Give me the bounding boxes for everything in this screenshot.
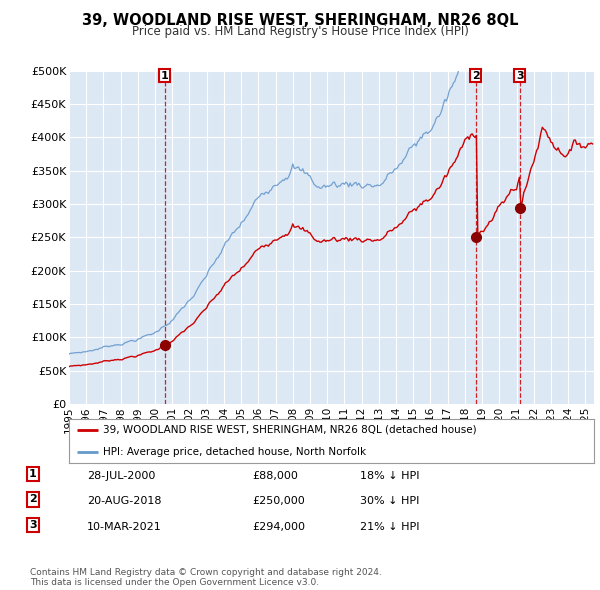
Text: 3: 3: [516, 71, 524, 81]
Text: 30% ↓ HPI: 30% ↓ HPI: [360, 496, 419, 506]
Text: Price paid vs. HM Land Registry's House Price Index (HPI): Price paid vs. HM Land Registry's House …: [131, 25, 469, 38]
Text: 2: 2: [472, 71, 480, 81]
Text: 21% ↓ HPI: 21% ↓ HPI: [360, 522, 419, 532]
Text: £250,000: £250,000: [252, 496, 305, 506]
Text: 3: 3: [29, 520, 37, 530]
Text: 39, WOODLAND RISE WEST, SHERINGHAM, NR26 8QL (detached house): 39, WOODLAND RISE WEST, SHERINGHAM, NR26…: [103, 425, 477, 435]
Text: £294,000: £294,000: [252, 522, 305, 532]
Text: 39, WOODLAND RISE WEST, SHERINGHAM, NR26 8QL: 39, WOODLAND RISE WEST, SHERINGHAM, NR26…: [82, 13, 518, 28]
Text: £88,000: £88,000: [252, 471, 298, 481]
Text: 10-MAR-2021: 10-MAR-2021: [87, 522, 162, 532]
Text: 1: 1: [161, 71, 169, 81]
Text: 20-AUG-2018: 20-AUG-2018: [87, 496, 161, 506]
Text: HPI: Average price, detached house, North Norfolk: HPI: Average price, detached house, Nort…: [103, 447, 366, 457]
Text: 28-JUL-2000: 28-JUL-2000: [87, 471, 155, 481]
Text: 18% ↓ HPI: 18% ↓ HPI: [360, 471, 419, 481]
Text: 2: 2: [29, 494, 37, 504]
Text: 1: 1: [29, 469, 37, 479]
Text: Contains HM Land Registry data © Crown copyright and database right 2024.
This d: Contains HM Land Registry data © Crown c…: [30, 568, 382, 587]
